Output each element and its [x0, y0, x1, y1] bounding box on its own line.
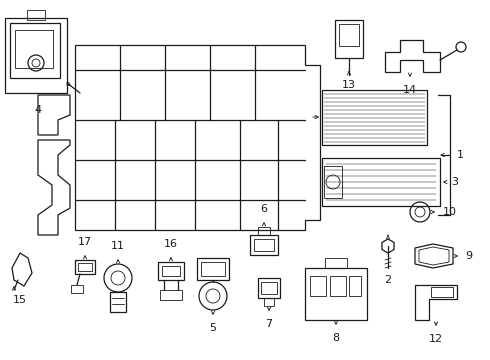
Text: 8: 8 [332, 333, 340, 343]
Bar [15, 30, 53, 68]
Text: 1: 1 [457, 150, 464, 160]
Bar [324, 166, 342, 198]
Bar [71, 285, 83, 293]
Bar [162, 266, 180, 276]
Text: 5: 5 [210, 323, 217, 333]
Bar [254, 239, 274, 251]
Bar [5, 18, 67, 93]
Bar [322, 90, 427, 145]
Text: 4: 4 [34, 105, 42, 115]
Bar [264, 298, 274, 306]
Bar [158, 262, 184, 280]
Text: 14: 14 [403, 85, 417, 95]
Bar [201, 262, 225, 276]
Bar [330, 276, 346, 296]
Bar [250, 235, 278, 255]
Text: 16: 16 [164, 239, 178, 249]
Text: 9: 9 [466, 251, 472, 261]
Text: 7: 7 [266, 319, 272, 329]
Text: 2: 2 [385, 275, 392, 285]
Bar [258, 278, 280, 298]
Bar [335, 20, 363, 58]
Bar [261, 282, 277, 294]
Text: 15: 15 [13, 295, 27, 305]
Bar [339, 24, 359, 46]
Bar [78, 263, 92, 271]
Bar [110, 292, 126, 312]
Bar [160, 290, 182, 300]
Bar [10, 23, 60, 78]
Bar [305, 268, 367, 320]
Bar [431, 287, 453, 297]
Text: 12: 12 [429, 334, 443, 344]
Text: 11: 11 [111, 241, 125, 251]
Bar [75, 260, 95, 274]
Bar [349, 276, 361, 296]
Text: 6: 6 [261, 204, 268, 214]
Text: 10: 10 [443, 207, 457, 217]
Text: 13: 13 [342, 80, 356, 90]
Text: 3: 3 [451, 177, 459, 187]
Bar [325, 258, 347, 268]
Text: 17: 17 [78, 237, 92, 247]
Bar [322, 158, 440, 206]
Bar [310, 276, 326, 296]
Bar [27, 10, 45, 20]
Bar [258, 227, 270, 235]
Bar [197, 258, 229, 280]
